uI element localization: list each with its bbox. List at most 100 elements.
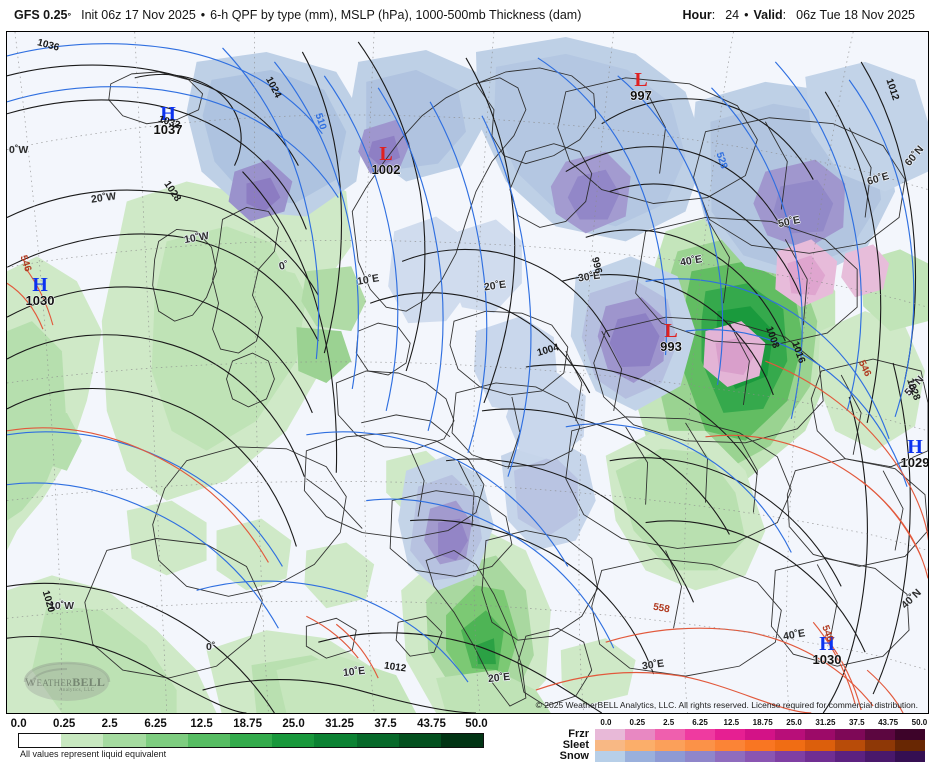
rain-swatch (19, 734, 62, 747)
precip-tick: 2.5 (663, 718, 675, 727)
precip-tick: 43.75 (878, 718, 899, 727)
sleet-swatch (895, 740, 925, 751)
qpf-frzr-shading (703, 239, 890, 387)
precip-tick: 50.0 (911, 718, 928, 727)
snow-swatch (895, 751, 925, 762)
precip-row-snow: Snow (533, 751, 931, 762)
sleet-swatch (805, 740, 835, 751)
header-right-group: Hour: 24 • Valid: 06z Tue 18 Nov 2025 (682, 8, 915, 22)
model-name: GFS 0.25 (14, 8, 68, 22)
snow-swatch (685, 751, 715, 762)
hour-label: Hour (682, 8, 712, 22)
snow-swatch (745, 751, 775, 762)
chart-header: GFS 0.25 ° Init 06z 17 Nov 2025 • 6-h QPF… (0, 0, 935, 30)
rain-swatch (61, 734, 104, 747)
frzr-swatch (715, 729, 745, 740)
precip-tick: 37.5 (848, 718, 865, 727)
rain-swatch (229, 734, 273, 747)
precip-tick: 31.25 (815, 718, 836, 727)
sleet-swatch (685, 740, 715, 751)
sleet-swatch (775, 740, 805, 751)
rain-tick: 0.0 (10, 718, 27, 730)
snow-swatch (835, 751, 865, 762)
frzr-swatch (625, 729, 655, 740)
thickness-contours-cold (7, 43, 915, 683)
rain-swatch (272, 734, 315, 747)
sleet-swatch (835, 740, 865, 751)
rain-swatch (440, 734, 483, 747)
rain-tick: 50.0 (465, 718, 488, 730)
rain-colorbar-group: 0.0 0.25 2.5 6.25 12.5 18.75 25.0 31.25 … (8, 718, 492, 759)
rain-swatch (103, 734, 146, 747)
valid-label: Valid (753, 8, 783, 22)
sleet-colorbar[interactable] (595, 740, 925, 751)
graticule (7, 32, 928, 713)
hour-value: 24 (725, 8, 740, 22)
precip-type-ticks: 0.0 0.25 2.5 6.25 12.5 18.75 25.0 31.25 … (600, 718, 931, 729)
rain-swatch (314, 734, 357, 747)
precip-type-colorbar-group: 0.0 0.25 2.5 6.25 12.5 18.75 25.0 31.25 … (533, 718, 931, 762)
rain-tick: 25.0 (282, 718, 305, 730)
snow-swatch (775, 751, 805, 762)
thickness-contours-warm (7, 266, 928, 713)
frzr-swatch (745, 729, 775, 740)
precip-row-frzr: Frzr (533, 729, 931, 740)
precip-row-label: Snow (559, 750, 589, 762)
rain-swatch (356, 734, 399, 747)
snow-swatch (625, 751, 655, 762)
precip-tick: 6.25 (692, 718, 708, 727)
snow-swatch (865, 751, 895, 762)
rain-tick: 43.75 (417, 718, 446, 730)
sleet-swatch (865, 740, 895, 751)
rain-swatch (145, 734, 188, 747)
precip-tick: 18.75 (752, 718, 773, 727)
map-graphics (7, 32, 928, 713)
frzr-swatch (775, 729, 805, 740)
snow-colorbar[interactable] (595, 751, 925, 762)
legend-area: 0.0 0.25 2.5 6.25 12.5 18.75 25.0 31.25 … (0, 716, 935, 768)
header-left-group: GFS 0.25 ° Init 06z 17 Nov 2025 • 6-h QPF… (14, 8, 581, 22)
rain-tick: 18.75 (233, 718, 262, 730)
sleet-swatch (655, 740, 685, 751)
frzr-swatch (805, 729, 835, 740)
rain-colorbar[interactable] (18, 733, 484, 748)
rain-tick: 37.5 (374, 718, 397, 730)
frzr-swatch (595, 729, 625, 740)
precip-tick: 25.0 (786, 718, 802, 727)
header-bullet-2: • (744, 8, 749, 22)
liquid-equivalent-note: All values represent liquid equivalent (20, 749, 167, 759)
init-time: Init 06z 17 Nov 2025 (81, 8, 196, 22)
precip-type-rows: Frzr Sl (533, 729, 931, 762)
precip-row-label: Sleet (562, 739, 589, 751)
rain-colorbar-ticks: 0.0 0.25 2.5 6.25 12.5 18.75 25.0 31.25 … (8, 718, 492, 733)
sleet-swatch (625, 740, 655, 751)
frzr-swatch (835, 729, 865, 740)
valid-value: 06z Tue 18 Nov 2025 (796, 8, 915, 22)
sleet-swatch (715, 740, 745, 751)
sleet-swatch (595, 740, 625, 751)
precip-row-sleet: Sleet (533, 740, 931, 751)
rain-swatch (398, 734, 441, 747)
rain-tick: 2.5 (101, 718, 118, 730)
frzr-colorbar[interactable] (595, 729, 925, 740)
map-canvas[interactable]: H 1037 L 1002 L 997 L 993 H 1030 H 1029 (6, 31, 929, 714)
degree-symbol: ° (67, 11, 72, 21)
precip-tick: 12.5 (723, 718, 740, 727)
rain-tick: 0.25 (52, 718, 76, 730)
snow-swatch (655, 751, 685, 762)
field-description: 6-h QPF by type (mm), MSLP (hPa), 1000-5… (210, 8, 582, 22)
snow-swatch (595, 751, 625, 762)
snow-swatch (805, 751, 835, 762)
rain-swatch (187, 734, 230, 747)
snow-swatch (715, 751, 745, 762)
frzr-swatch (895, 729, 925, 740)
frzr-swatch (655, 729, 685, 740)
rain-tick: 12.5 (190, 718, 213, 730)
rain-tick: 6.25 (144, 718, 167, 730)
precip-tick: 0.25 (629, 718, 646, 727)
precip-row-label: Frzr (568, 728, 589, 740)
rain-tick: 31.25 (325, 718, 354, 730)
header-bullet-1: • (200, 8, 206, 22)
sleet-swatch (745, 740, 775, 751)
